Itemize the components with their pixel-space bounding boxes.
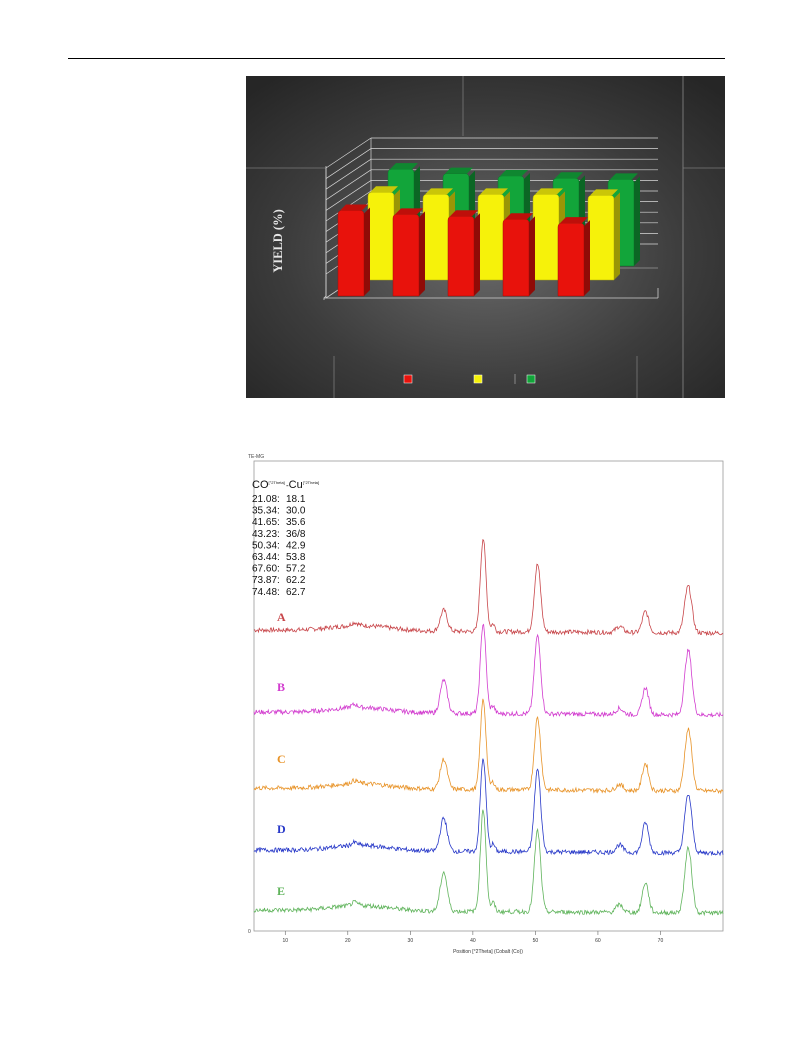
bar-1-5 bbox=[557, 217, 590, 297]
bar-chart-svg: YIELD (%) bbox=[246, 76, 725, 398]
table-cell-cu: 62.2 bbox=[286, 575, 306, 586]
bar-1-3 bbox=[447, 210, 480, 297]
bar-gridline-side bbox=[325, 169, 372, 201]
xrd-trace-a bbox=[253, 538, 724, 637]
bar-gridline-side bbox=[325, 148, 372, 179]
xrd-zero-label: 0 bbox=[248, 929, 251, 935]
table-cell-cu: 53.8 bbox=[286, 552, 306, 563]
table-cell-co: 73.87: bbox=[252, 575, 280, 586]
table-col2-header: Cu bbox=[289, 479, 303, 491]
xrd-tick-label: 40 bbox=[470, 938, 476, 944]
table-cell-cu: 42.9 bbox=[286, 540, 306, 551]
xrd-trace-e bbox=[253, 809, 724, 917]
table-col1-header: CO bbox=[252, 479, 269, 491]
table-cell-co: 63.44: bbox=[252, 552, 280, 563]
header-rule bbox=[68, 58, 725, 59]
xrd-series-label-b: B bbox=[277, 680, 285, 694]
xrd-traces bbox=[253, 538, 724, 917]
table-cell-co: 41.65: bbox=[252, 517, 280, 528]
xrd-tick-label: 60 bbox=[595, 938, 601, 944]
table-col1-unit: [°2Theta] bbox=[269, 480, 285, 485]
xrd-x-axis: 10 20 30 40 50 60 70 bbox=[282, 931, 663, 944]
xrd-tick-label: 20 bbox=[345, 938, 351, 944]
table-cell-cu: 18.1 bbox=[286, 494, 306, 505]
xrd-trace-c bbox=[253, 698, 724, 795]
xrd-series-label-a: A bbox=[277, 610, 286, 624]
xrd-trace-d bbox=[253, 758, 724, 857]
xrd-chart: TE-MG 0 CO[°2Theta] -Cu[°2Theta] 21.08: 1… bbox=[246, 453, 725, 974]
table-cell-cu: 36/8 bbox=[286, 529, 306, 540]
bar-y-axis-label: YIELD (%) bbox=[271, 209, 285, 273]
bar-2-5 bbox=[587, 189, 620, 281]
yield-bar-chart: YIELD (%) bbox=[246, 76, 725, 398]
table-cell-co: 43.23: bbox=[252, 529, 280, 540]
bar-series-group bbox=[337, 163, 640, 297]
xrd-corner-label: TE-MG bbox=[248, 454, 264, 460]
table-cell-cu: 62.7 bbox=[286, 587, 306, 598]
xrd-tick-label: 70 bbox=[658, 938, 664, 944]
table-cell-cu: 35.6 bbox=[286, 517, 306, 528]
xrd-x-axis-label: Position [°2Theta] (Cobalt (Co)) bbox=[453, 949, 523, 955]
xrd-trace-b bbox=[253, 623, 724, 718]
table-cell-co: 50.34: bbox=[252, 540, 280, 551]
bar-legend bbox=[403, 374, 536, 384]
svg-text:CO[°2Theta]: CO[°2Theta] bbox=[252, 479, 285, 491]
xrd-tick-label: 50 bbox=[533, 938, 539, 944]
bar-1-1 bbox=[337, 204, 370, 297]
table-cell-co: 67.60: bbox=[252, 564, 280, 575]
legend-swatch-1 bbox=[403, 374, 413, 384]
table-cell-co: 21.08: bbox=[252, 494, 280, 505]
legend-swatch-3 bbox=[526, 374, 536, 384]
svg-text:-Cu[°2Theta]: -Cu[°2Theta] bbox=[286, 479, 319, 491]
xrd-plot-frame bbox=[253, 460, 724, 932]
xrd-tick-label: 30 bbox=[408, 938, 414, 944]
legend-swatch-2 bbox=[473, 374, 483, 384]
xrd-tick-label: 10 bbox=[282, 938, 288, 944]
xrd-chart-svg: TE-MG 0 CO[°2Theta] -Cu[°2Theta] 21.08: 1… bbox=[246, 453, 725, 974]
bar-1-4 bbox=[502, 213, 535, 297]
table-col2-unit: [°2Theta] bbox=[303, 480, 319, 485]
xrd-series-labels: A B C D E bbox=[277, 610, 286, 898]
xrd-series-label-d: D bbox=[277, 822, 286, 836]
bar-1-2 bbox=[392, 208, 425, 297]
table-cell-cu: 30.0 bbox=[286, 506, 306, 517]
xrd-series-label-c: C bbox=[277, 752, 286, 766]
bar-gridline-side bbox=[325, 158, 372, 190]
xrd-series-label-e: E bbox=[277, 884, 285, 898]
peak-table: CO[°2Theta] -Cu[°2Theta] 21.08: 18.135.34… bbox=[252, 479, 319, 598]
table-cell-cu: 57.2 bbox=[286, 564, 306, 575]
table-cell-co: 74.48: bbox=[252, 587, 280, 598]
bar-gridline-side bbox=[325, 137, 372, 169]
table-cell-co: 35.34: bbox=[252, 506, 280, 517]
bar-gridline-side bbox=[325, 180, 372, 211]
